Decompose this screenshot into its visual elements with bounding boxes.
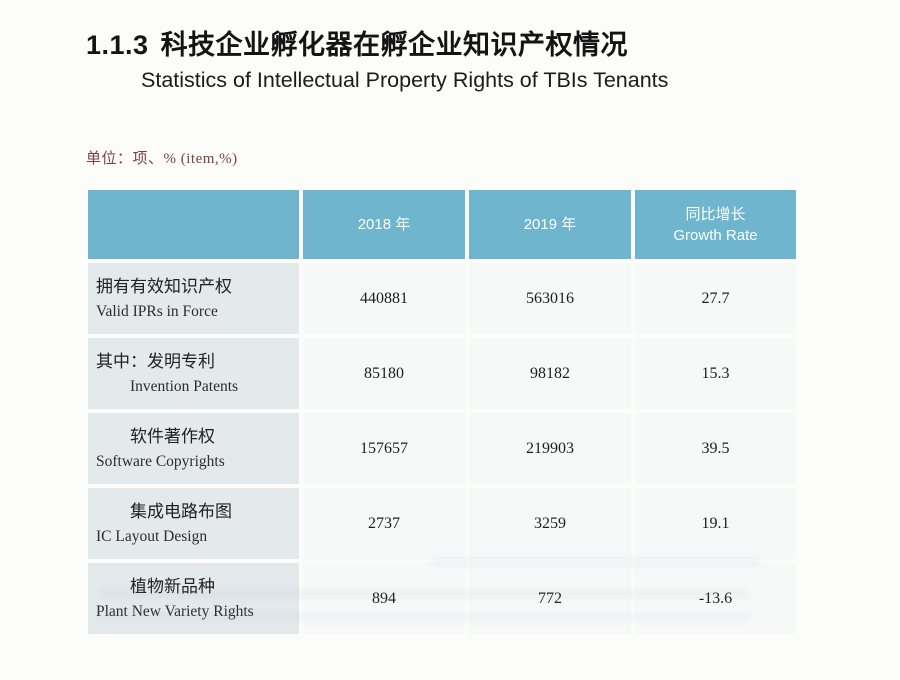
- header-cell-growth-rate: 同比增长 Growth Rate: [635, 190, 796, 259]
- page-title-en: Statistics of Intellectual Property Righ…: [141, 68, 669, 92]
- page-title: 科技企业孵化器在孵企业知识产权情况: [160, 30, 629, 60]
- cell-2019-value: 563016: [469, 263, 631, 334]
- section-title-zh-line: 1.1.3 科技企业孵化器在孵企业知识产权情况: [86, 26, 668, 64]
- row-label-zh: 植物新品种: [130, 576, 215, 596]
- row-label-zh: 集成电路布图: [130, 501, 232, 521]
- section-title-block: 1.1.3 科技企业孵化器在孵企业知识产权情况 Statistics of Int…: [86, 26, 668, 97]
- row-label-zh: 软件著作权: [130, 426, 215, 446]
- header-cell-2019: 2019 年: [469, 190, 631, 259]
- cell-growth-value: 19.1: [635, 488, 796, 559]
- cell-2018-value: 85180: [303, 338, 465, 409]
- growth-rate-label-zh: 同比增长: [685, 205, 746, 223]
- header-cell-2018: 2018 年: [303, 190, 465, 259]
- cell-2018-value: 2737: [303, 488, 465, 559]
- cell-2019-value: 219903: [469, 413, 631, 484]
- cell-2018-value: 440881: [303, 263, 465, 334]
- row-label-en: IC Layout Design: [96, 527, 208, 545]
- cell-growth-value: 15.3: [635, 338, 796, 409]
- table-row-label-plant-new-variety: 植物新品种 Plant New Variety Rights: [88, 563, 299, 634]
- row-label-zh: 其中：发明专利: [96, 351, 215, 371]
- cell-2019-value: 98182: [469, 338, 631, 409]
- growth-rate-label-en: Growth Rate: [673, 226, 758, 244]
- cell-2018-value: 157657: [303, 413, 465, 484]
- table-row-label-ic-layout-design: 集成电路布图 IC Layout Design: [88, 488, 299, 559]
- table-row-label-software-copyrights: 软件著作权 Software Copyrights: [88, 413, 299, 484]
- row-label-en: Invention Patents: [130, 377, 239, 395]
- row-label-en: Software Copyrights: [96, 452, 225, 470]
- header-cell-empty: [88, 190, 299, 259]
- cell-growth-value: 27.7: [635, 263, 796, 334]
- cell-growth-value: -13.6: [635, 563, 796, 634]
- unit-note: 单位：项、% (item,%): [86, 151, 238, 167]
- cell-2018-value: 894: [303, 563, 465, 634]
- cell-2019-value: 772: [469, 563, 631, 634]
- cell-growth-value: 39.5: [635, 413, 796, 484]
- row-label-en: Valid IPRs in Force: [96, 302, 218, 320]
- table-row-label-valid-iprs: 拥有有效知识产权 Valid IPRs in Force: [88, 263, 299, 334]
- ipr-statistics-table: 2018 年 2019 年 同比增长 Growth Rate 拥有有效知识产权 …: [88, 190, 796, 634]
- cell-2019-value: 3259: [469, 488, 631, 559]
- row-label-zh: 拥有有效知识产权: [96, 276, 232, 296]
- row-label-en: Plant New Variety Rights: [96, 602, 254, 620]
- table-row-label-invention-patents: 其中：发明专利 Invention Patents: [88, 338, 299, 409]
- section-number: 1.1.3: [86, 30, 149, 60]
